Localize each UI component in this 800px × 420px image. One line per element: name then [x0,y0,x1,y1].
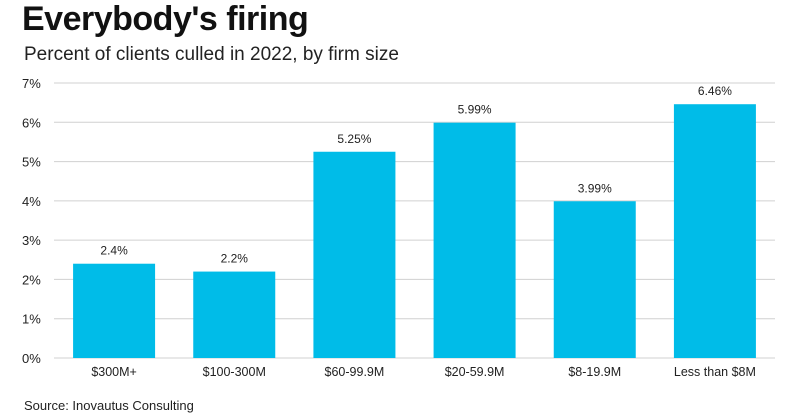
bar-value-label: 6.46% [698,84,732,98]
y-tick-label: 0% [22,351,41,366]
chart-subtitle: Percent of clients culled in 2022, by fi… [24,44,399,65]
x-category-label: $100-300M [203,365,266,379]
bar-value-label: 5.25% [337,132,371,146]
y-tick-label: 7% [22,76,41,91]
y-tick-label: 3% [22,233,41,248]
x-category-label: $20-59.9M [445,365,505,379]
y-tick-label: 1% [22,312,41,327]
bar [313,151,396,358]
bar-value-label: 3.99% [578,181,612,195]
y-tick-label: 4% [22,194,41,209]
bar-value-label: 2.4% [100,244,128,258]
chart-title: Everybody's firing [22,0,309,38]
bar [73,263,156,358]
x-category-label: Less than $8M [674,365,756,379]
y-tick-label: 6% [22,115,41,130]
bar-value-label: 5.99% [458,103,492,117]
bar-value-label: 2.2% [221,252,249,266]
bar [433,122,516,358]
y-tick-label: 5% [22,155,41,170]
y-axis-ticks: 0% 1% 2% 3% 4% 5% 6% 7% [22,76,41,366]
bar [193,271,276,358]
bars [73,104,756,358]
y-tick-label: 2% [22,272,41,287]
x-category-label: $8-19.9M [568,365,621,379]
bar [553,201,636,358]
bar [673,104,756,358]
x-category-label: $300M+ [91,365,137,379]
source-note: Source: Inovautus Consulting [24,398,194,413]
x-category-label: $60-99.9M [325,365,385,379]
value-labels: 2.4% 2.2% 5.25% 5.99% 3.99% 6.46% [100,84,732,265]
category-labels: $300M+ $100-300M $60-99.9M $20-59.9M $8-19.9… [91,365,756,379]
grid-lines [54,82,775,359]
